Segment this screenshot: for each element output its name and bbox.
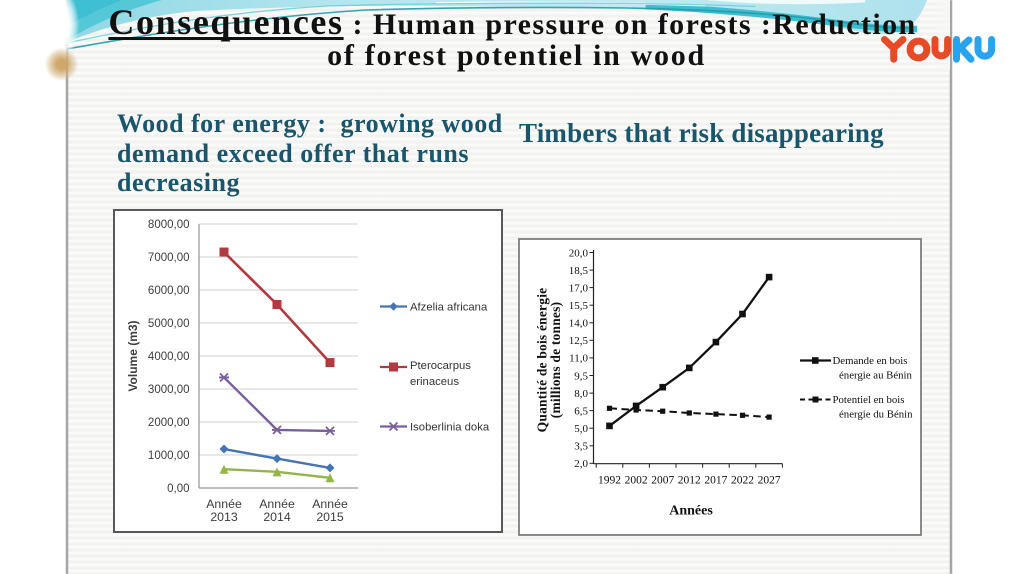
- svg-text:3000,00: 3000,00: [148, 384, 190, 396]
- svg-text:2007: 2007: [651, 475, 674, 487]
- svg-text:2013: 2013: [210, 510, 238, 524]
- svg-text:Année: Année: [312, 497, 348, 511]
- svg-text:1992: 1992: [598, 475, 621, 487]
- svg-text:2014: 2014: [263, 510, 291, 524]
- svg-text:4000,00: 4000,00: [148, 351, 190, 363]
- svg-text:8,0: 8,0: [574, 388, 588, 400]
- svg-text:Demande en bois: Demande en bois: [833, 355, 908, 367]
- svg-text:18,5: 18,5: [569, 265, 589, 277]
- svg-text:Isoberlinia doka: Isoberlinia doka: [410, 422, 490, 434]
- svg-text:Quantité de bois énergie: Quantité de bois énergie: [535, 288, 550, 433]
- svg-text:Potentiel en bois: Potentiel en bois: [833, 394, 905, 406]
- svg-text:2,0: 2,0: [574, 458, 588, 470]
- svg-text:6,5: 6,5: [574, 405, 588, 417]
- svg-text:14,0: 14,0: [569, 318, 589, 330]
- svg-text:5,0: 5,0: [574, 423, 588, 435]
- svg-text:Année: Année: [206, 497, 242, 511]
- svg-text:2022: 2022: [731, 475, 754, 487]
- svg-text:6000,00: 6000,00: [148, 285, 190, 297]
- svg-text:2015: 2015: [316, 510, 344, 524]
- svg-text:12,5: 12,5: [569, 335, 589, 347]
- svg-text:8000,00: 8000,00: [148, 219, 190, 231]
- svg-text:7000,00: 7000,00: [148, 252, 190, 264]
- svg-text:2002: 2002: [625, 475, 648, 487]
- svg-text:15,5: 15,5: [569, 300, 589, 312]
- svg-text:5000,00: 5000,00: [148, 318, 190, 330]
- svg-text:Pterocarpus: Pterocarpus: [410, 360, 471, 372]
- svg-text:11,0: 11,0: [569, 353, 588, 365]
- svg-text:1000,00: 1000,00: [148, 450, 190, 462]
- svg-text:énergie au Bénin: énergie au Bénin: [839, 370, 913, 382]
- svg-text:9,5: 9,5: [574, 370, 588, 382]
- svg-text:2027: 2027: [758, 475, 781, 487]
- svg-text:20,0: 20,0: [569, 247, 589, 259]
- svg-text:Volume (m3): Volume (m3): [126, 320, 140, 391]
- svg-text:17,0: 17,0: [569, 282, 589, 294]
- svg-text:Afzelia africana: Afzelia africana: [410, 302, 488, 314]
- svg-text:Année: Année: [259, 497, 295, 511]
- svg-text:0,00: 0,00: [167, 483, 189, 495]
- svg-text:(millions de tonnes): (millions de tonnes): [548, 302, 563, 419]
- svg-text:erinaceus: erinaceus: [410, 376, 459, 388]
- svg-text:2017: 2017: [704, 475, 727, 487]
- svg-text:Années: Années: [669, 504, 713, 519]
- svg-text:énergie du Bénin: énergie du Bénin: [839, 409, 913, 421]
- svg-text:3,5: 3,5: [574, 441, 588, 453]
- svg-text:2000,00: 2000,00: [148, 417, 190, 429]
- svg-text:2012: 2012: [678, 475, 701, 487]
